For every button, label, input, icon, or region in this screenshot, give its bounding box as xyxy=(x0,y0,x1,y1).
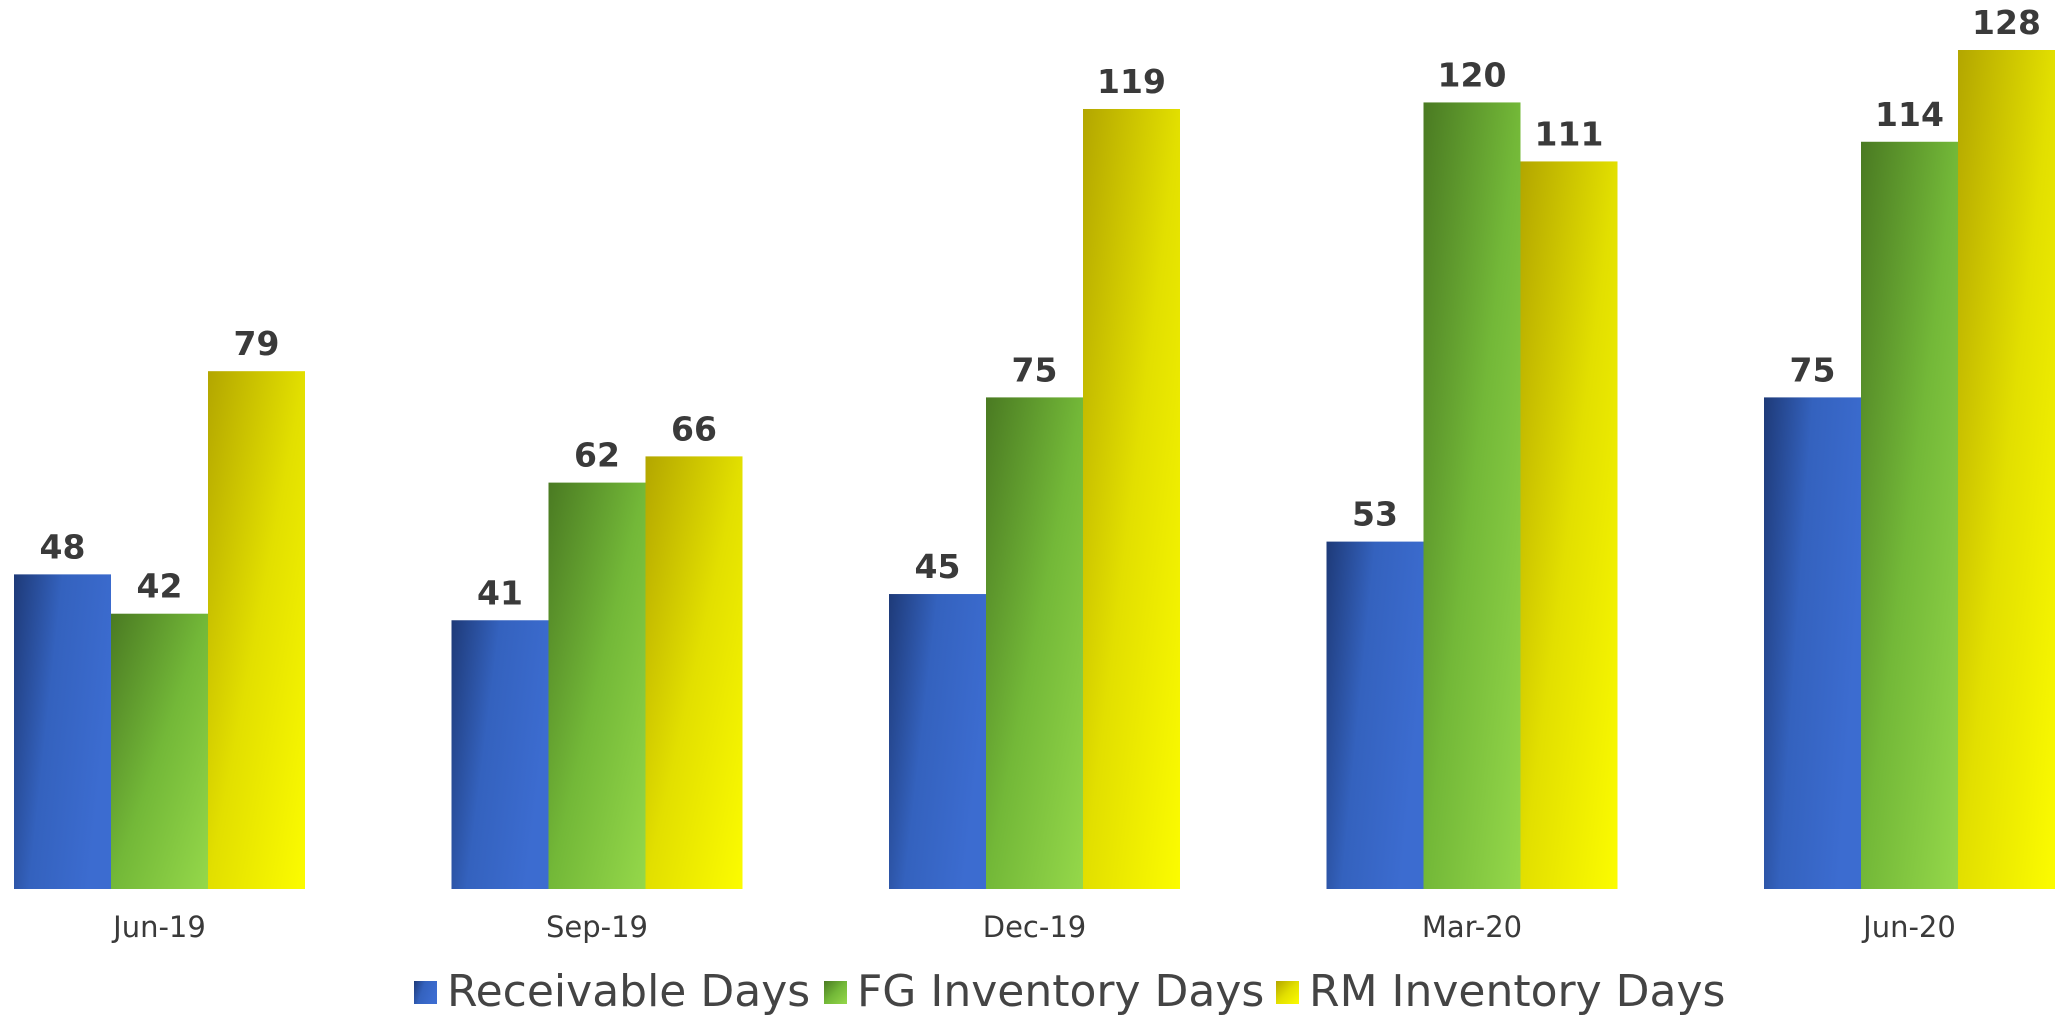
data-label: 128 xyxy=(1972,3,2041,42)
bar-jun-19-series-0 xyxy=(14,574,111,889)
legend-swatch xyxy=(824,981,847,1004)
bar-jun-19-series-1 xyxy=(111,613,208,889)
x-tick-label: Mar-20 xyxy=(1422,910,1522,944)
bar-dec-19-series-1 xyxy=(986,397,1083,889)
bar-jun-19-series-2 xyxy=(208,371,305,889)
data-label: 45 xyxy=(915,547,961,586)
data-label: 42 xyxy=(137,567,183,606)
bar-mar-20-series-2 xyxy=(1520,161,1618,889)
data-label: 75 xyxy=(1790,350,1836,389)
x-tick-label: Jun-19 xyxy=(111,910,206,944)
data-label: 111 xyxy=(1535,114,1604,153)
data-label: 119 xyxy=(1097,62,1166,101)
x-tick-label: Dec-19 xyxy=(983,910,1086,944)
data-label: 114 xyxy=(1875,95,1944,134)
legend-label: FG Inventory Days xyxy=(857,966,1264,1017)
bar-sep-19-series-1 xyxy=(548,482,646,889)
data-label: 62 xyxy=(574,436,620,475)
data-label: 48 xyxy=(40,527,86,566)
legend-label: RM Inventory Days xyxy=(1309,966,1725,1017)
bar-sep-19-series-0 xyxy=(451,620,549,889)
legend-swatch xyxy=(414,981,437,1004)
x-tick-label: Jun-20 xyxy=(1861,910,1956,944)
bar-mar-20-series-0 xyxy=(1326,541,1424,889)
value-labels-layer: 48 42 79 41 62 66 45 75 119 53 120 111 75 114 128 xyxy=(40,3,2041,612)
x-axis-ticks: Jun-19 Sep-19 Dec-19 Mar-20 Jun-20 xyxy=(111,910,1956,944)
data-label: 41 xyxy=(477,573,523,612)
legend-label: Receivable Days xyxy=(447,966,810,1017)
data-label: 66 xyxy=(671,409,717,448)
legend-swatch xyxy=(1276,981,1299,1004)
bar-jun-20-series-0 xyxy=(1764,397,1861,889)
bar-jun-20-series-2 xyxy=(1958,50,2055,889)
bar-dec-19-series-0 xyxy=(889,594,986,889)
bar-sep-19-series-2 xyxy=(645,456,743,889)
data-label: 53 xyxy=(1352,495,1398,534)
data-label: 79 xyxy=(234,324,280,363)
bar-mar-20-series-1 xyxy=(1423,102,1521,889)
data-label: 120 xyxy=(1438,55,1507,94)
x-tick-label: Sep-19 xyxy=(546,910,648,944)
bar-jun-20-series-1 xyxy=(1861,141,1958,889)
legend: Receivable Days FG Inventory Days RM Inven… xyxy=(414,966,1725,1017)
bars-layer xyxy=(14,50,2055,889)
data-label: 75 xyxy=(1012,350,1058,389)
bar-dec-19-series-2 xyxy=(1083,108,1180,889)
